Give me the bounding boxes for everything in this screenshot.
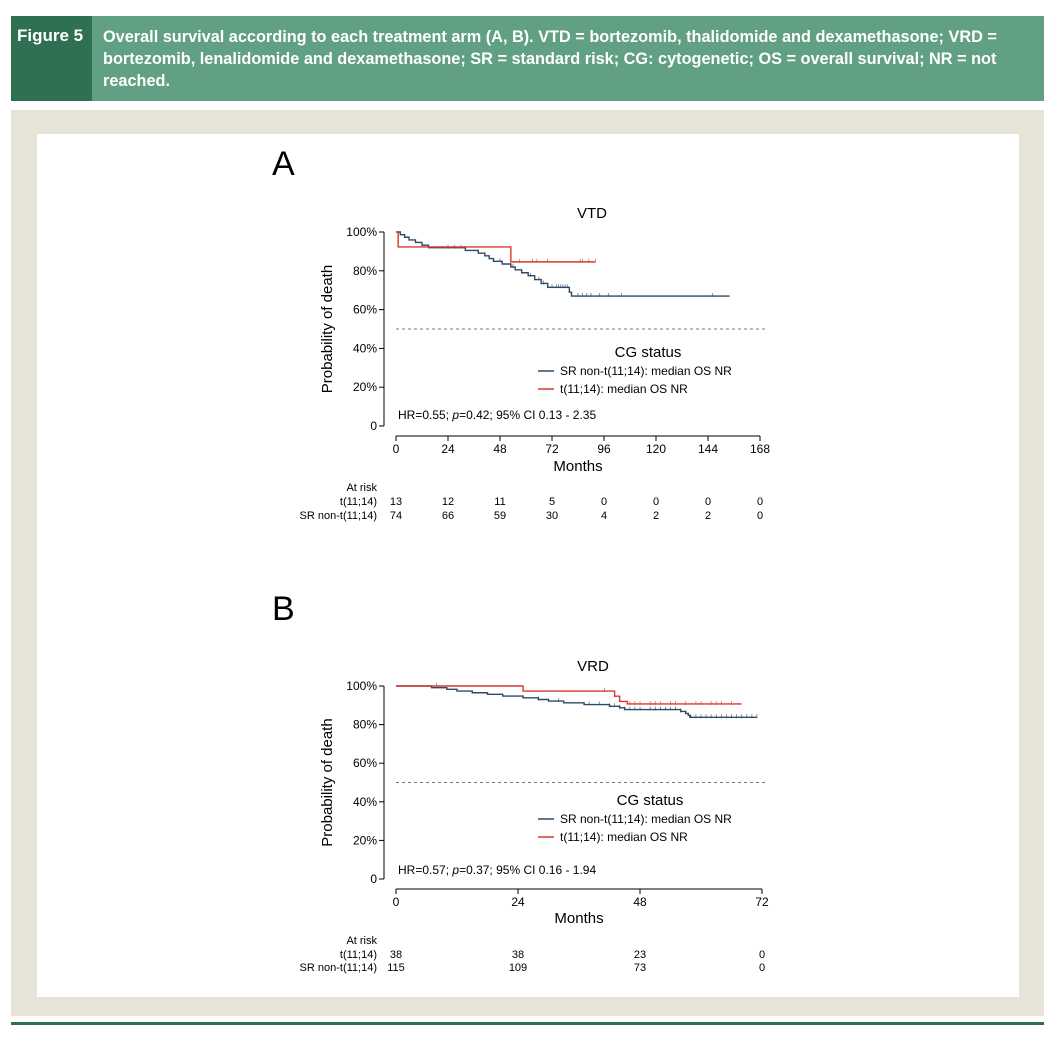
at-risk-value: 59 [494, 510, 506, 522]
y-tick-label: 60% [353, 303, 377, 317]
figure-header: Figure 5 Overall survival according to e… [11, 16, 1044, 101]
y-tick-label: 0 [370, 419, 377, 433]
legend-label: SR non-t(11;14): median OS NR [560, 364, 732, 378]
x-tick-label: 144 [698, 442, 718, 456]
y-tick-label: 100% [346, 225, 377, 239]
hr-annotation: HR=0.55; p=0.42; 95% CI 0.13 - 2.35 [398, 408, 596, 422]
y-tick-label: 40% [353, 795, 377, 809]
at-risk-value: 12 [442, 496, 454, 508]
y-axis-label: Probability of death [319, 718, 336, 846]
at-risk-row-label: SR non-t(11;14) [300, 962, 377, 974]
x-tick-label: 168 [750, 442, 770, 456]
y-tick-label: 40% [353, 341, 377, 355]
legend-label: SR non-t(11;14): median OS NR [560, 812, 732, 826]
at-risk-value: 30 [546, 510, 558, 522]
at-risk-value: 0 [653, 496, 659, 508]
at-risk-value: 38 [390, 949, 402, 961]
at-risk-value: 0 [601, 496, 607, 508]
at-risk-value: 4 [601, 510, 607, 522]
chart-title: VRD [577, 658, 609, 675]
survival-curve [396, 231, 596, 263]
x-tick-label: 0 [393, 442, 400, 456]
chart-title: VTD [577, 205, 607, 222]
x-tick-label: 24 [441, 442, 455, 456]
at-risk-row-label: t(11;14) [340, 496, 377, 508]
at-risk-value: 0 [757, 496, 763, 508]
survival-curve [396, 685, 757, 718]
x-tick-label: 48 [633, 895, 647, 909]
at-risk-row-label: t(11;14) [340, 949, 377, 961]
x-tick-label: 96 [597, 442, 611, 456]
hr-annotation: HR=0.57; p=0.37; 95% CI 0.16 - 1.94 [398, 863, 596, 877]
at-risk-value: 2 [653, 510, 659, 522]
at-risk-value: 11 [494, 496, 505, 508]
y-tick-label: 0 [370, 872, 377, 886]
x-tick-label: 48 [493, 442, 507, 456]
at-risk-value: 74 [390, 510, 402, 522]
at-risk-value: 5 [549, 496, 555, 508]
at-risk-row-label: SR non-t(11;14) [300, 510, 377, 522]
at-risk-value: 73 [634, 962, 646, 974]
x-tick-label: 0 [393, 895, 400, 909]
panel-letter: B [272, 590, 295, 628]
figure-label: Figure 5 [11, 16, 92, 101]
legend-label: t(11;14): median OS NR [560, 382, 688, 396]
at-risk-value: 23 [634, 949, 646, 961]
y-tick-label: 20% [353, 380, 377, 394]
at-risk-value: 2 [705, 510, 711, 522]
legend-label: t(11;14): median OS NR [560, 830, 688, 844]
y-tick-label: 100% [346, 679, 377, 693]
at-risk-value: 0 [759, 962, 765, 974]
x-tick-label: 24 [511, 895, 525, 909]
y-tick-label: 80% [353, 264, 377, 278]
x-tick-label: 72 [755, 895, 769, 909]
x-tick-label: 120 [646, 442, 666, 456]
y-tick-label: 20% [353, 833, 377, 847]
y-tick-label: 80% [353, 718, 377, 732]
at-risk-value: 0 [705, 496, 711, 508]
x-axis-label: Months [554, 910, 603, 927]
x-tick-label: 72 [545, 442, 559, 456]
at-risk-value: 109 [509, 962, 527, 974]
at-risk-value: 13 [390, 496, 402, 508]
x-axis-label: Months [553, 458, 602, 475]
at-risk-value: 0 [759, 949, 765, 961]
at-risk-value: 66 [442, 510, 454, 522]
legend-title: CG status [617, 792, 684, 809]
y-axis-label: Probability of death [319, 265, 336, 393]
legend-title: CG status [615, 344, 682, 361]
figure-caption: Overall survival according to each treat… [103, 28, 997, 90]
at-risk-title: At risk [346, 482, 377, 494]
at-risk-value: 115 [387, 962, 405, 974]
figure-panel [37, 134, 1019, 997]
at-risk-value: 38 [512, 949, 524, 961]
y-tick-label: 60% [353, 756, 377, 770]
bottom-rule [11, 1022, 1044, 1025]
at-risk-title: At risk [346, 935, 377, 947]
at-risk-value: 0 [757, 510, 763, 522]
panel-letter: A [272, 145, 295, 183]
